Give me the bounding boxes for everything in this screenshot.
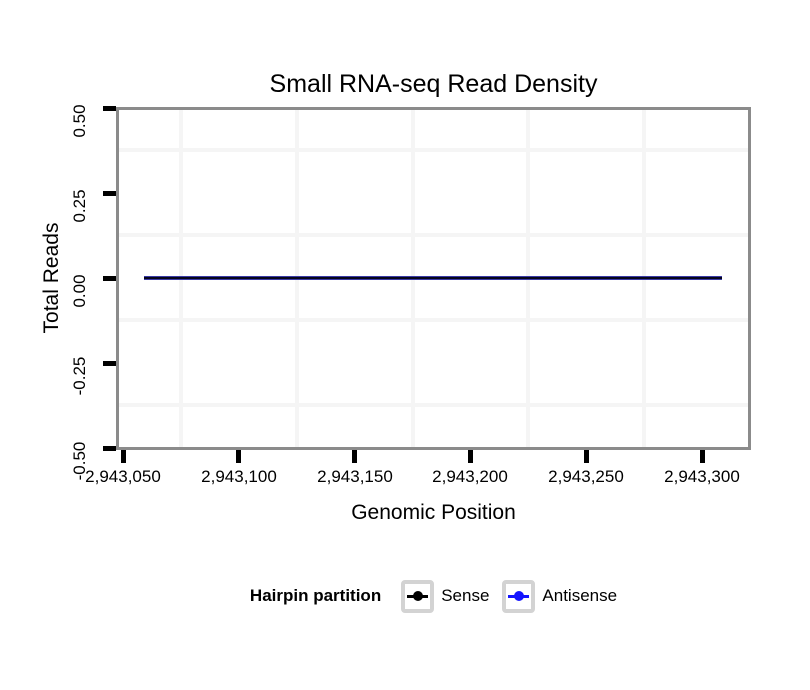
gridline-minor-h <box>119 148 748 152</box>
x-tick-label: 2,943,200 <box>432 467 508 486</box>
legend-label-antisense: Antisense <box>542 586 618 605</box>
x-axis-title: Genomic Position <box>351 501 516 524</box>
x-tick-mark <box>236 450 241 463</box>
y-tick-label: 0.00 <box>70 274 89 308</box>
x-tick-mark <box>468 450 473 463</box>
antisense-dot-icon <box>513 591 524 601</box>
x-tick-mark <box>700 450 705 463</box>
x-tick-label: 2,943,050 <box>85 467 161 486</box>
sense-dot-icon <box>412 591 423 601</box>
legend-title: Hairpin partition <box>249 586 382 605</box>
x-tick-label: 2,943,300 <box>664 467 740 486</box>
y-tick-mark <box>103 106 116 111</box>
y-tick-label: 0.25 <box>70 189 89 223</box>
x-tick-mark <box>352 450 357 463</box>
y-tick-mark <box>103 191 116 196</box>
x-tick-label: 2,943,150 <box>317 467 393 486</box>
gridline-minor-h <box>119 233 748 237</box>
gridline-minor-h <box>119 318 748 322</box>
page-title: Small RNA-seq Read Density <box>269 70 598 98</box>
legend-key-sense <box>401 579 435 613</box>
y-tick-mark <box>103 276 116 281</box>
read-density-line <box>144 276 722 280</box>
gridline-minor-h <box>119 403 748 407</box>
plot-panel <box>116 107 751 450</box>
y-tick-label: 0.50 <box>70 104 89 138</box>
y-tick-mark <box>103 361 116 366</box>
x-tick-mark <box>584 450 589 463</box>
legend: Hairpin partition Sense Antisense <box>116 578 751 614</box>
y-axis-title: Total Reads <box>40 222 63 334</box>
legend-label-sense: Sense <box>441 586 490 605</box>
x-tick-mark <box>121 450 126 463</box>
y-tick-label: -0.25 <box>70 356 89 396</box>
x-tick-label: 2,943,250 <box>548 467 624 486</box>
legend-key-antisense <box>502 579 536 613</box>
x-tick-label: 2,943,100 <box>201 467 277 486</box>
y-tick-mark <box>103 446 116 451</box>
